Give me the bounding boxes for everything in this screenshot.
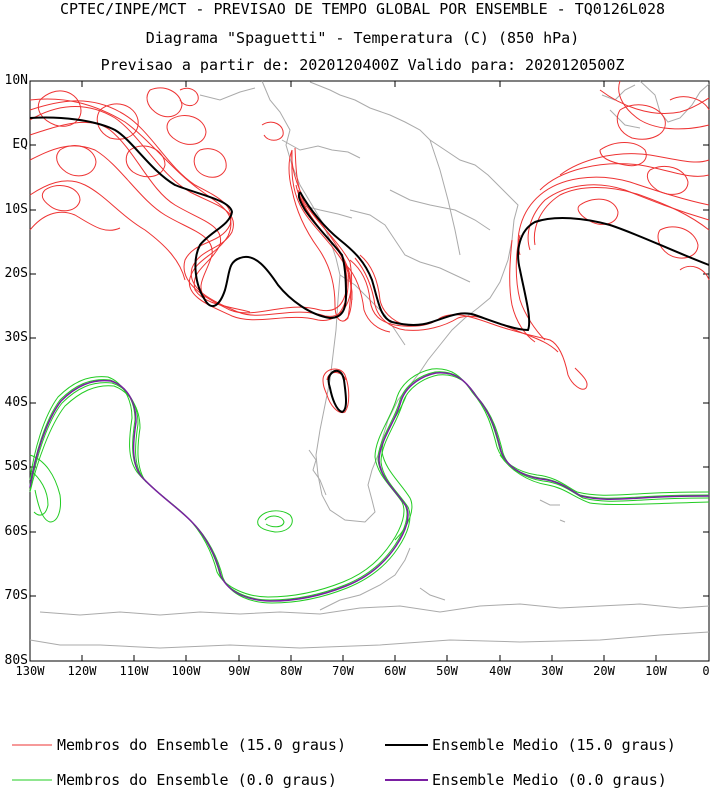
lat-label: 10S	[4, 202, 28, 217]
lat-label: EQ	[12, 137, 28, 152]
lon-label: 100W	[171, 664, 201, 678]
lat-label: 10N	[4, 73, 28, 88]
lon-label: 110W	[119, 664, 149, 678]
lon-label: 30W	[541, 664, 563, 678]
coastlines	[29, 80, 710, 649]
lat-label: 20S	[4, 266, 28, 281]
lon-label: 130W	[15, 664, 45, 678]
lon-label: 0	[702, 664, 710, 678]
lon-label: 80W	[280, 664, 302, 678]
lat-label: 50S	[4, 459, 28, 474]
black-mean-contour	[29, 116, 710, 414]
lon-label: 10W	[645, 664, 667, 678]
lon-label: 70W	[332, 664, 354, 678]
lon-label: 20W	[593, 664, 615, 678]
lon-ticks	[81, 81, 657, 661]
lat-label: 60S	[4, 524, 28, 539]
lon-label: 90W	[228, 664, 250, 678]
green-member-contours	[29, 368, 710, 604]
legend-green-label: Membros do Ensemble (0.0 graus)	[57, 771, 337, 789]
purple-mean-contour	[29, 372, 710, 602]
title-line-3: Previsao a partir de: 2020120400Z Valido…	[100, 56, 625, 74]
red-member-contours	[29, 80, 710, 414]
lon-label: 60W	[384, 664, 406, 678]
legend-purple-label: Ensemble Medio (0.0 graus)	[432, 771, 667, 789]
lat-label: 40S	[4, 395, 28, 410]
title-line-1: CPTEC/INPE/MCT - PREVISAO DE TEMPO GLOBA…	[59, 0, 666, 18]
lon-label: 40W	[489, 664, 511, 678]
lon-label: 120W	[67, 664, 97, 678]
lat-label: 30S	[4, 330, 28, 345]
lat-label: 70S	[4, 588, 28, 603]
plot-frame	[29, 80, 710, 662]
legend-red-label: Membros do Ensemble (15.0 graus)	[57, 736, 346, 754]
legend-black-label: Ensemble Medio (15.0 graus)	[432, 736, 676, 754]
title-line-2: Diagrama "Spaguetti" - Temperatura (C) (…	[145, 29, 580, 47]
lat-label: 80S	[4, 653, 28, 668]
lon-label: 50W	[436, 664, 458, 678]
